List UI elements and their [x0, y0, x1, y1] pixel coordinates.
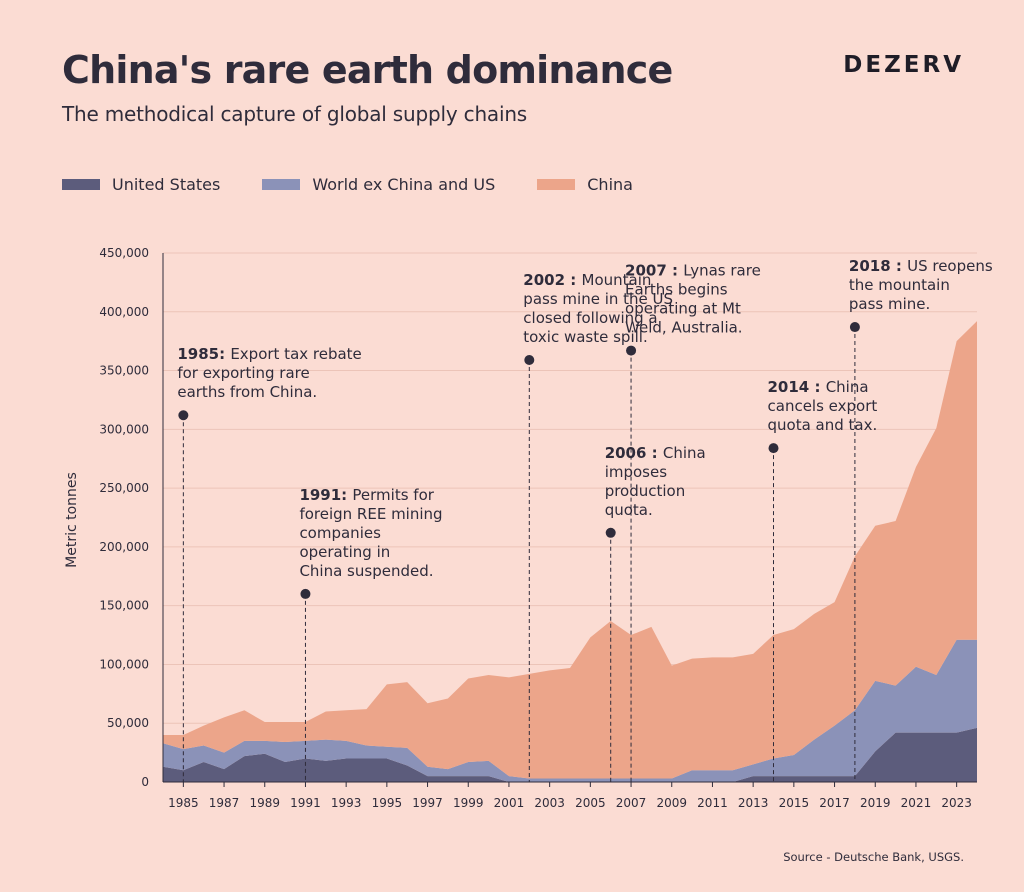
annotation-text-2007: 2007 : Lynas rare Earths begins operating …: [625, 262, 761, 337]
legend-swatch-world-ex-china-us: [262, 179, 301, 190]
x-tick-label: 2003: [534, 796, 565, 810]
y-tick-label: 50,000: [107, 716, 149, 730]
x-tick-label: 2005: [575, 796, 606, 810]
x-tick-label: 2017: [819, 796, 850, 810]
legend-label: United States: [112, 175, 221, 194]
x-tick-label: 1999: [453, 796, 484, 810]
y-tick-label: 250,000: [99, 481, 149, 495]
annotation-marker: [626, 345, 637, 356]
y-tick-label: 100,000: [99, 657, 149, 671]
annotation-text-1991: 1991: Permits for foreign REE mining compa…: [299, 486, 442, 580]
y-tick-label: 150,000: [99, 599, 149, 613]
area-series-china: [163, 321, 977, 779]
brand-logo: DEZERV: [843, 52, 964, 78]
annotation-marker: [524, 354, 535, 365]
x-tick-label: 1993: [331, 796, 362, 810]
x-tick-label: 2007: [616, 796, 647, 810]
source-note: Source - Deutsche Bank, USGS.: [783, 850, 964, 864]
annotation-text-2014: 2014 : China cancels export quota and tax.: [768, 378, 878, 434]
legend-label: China: [587, 175, 633, 194]
annotation-marker: [849, 322, 860, 333]
x-tick-label: 2023: [941, 796, 972, 810]
y-tick-label: 200,000: [99, 540, 149, 554]
y-tick-label: 400,000: [99, 305, 149, 319]
annotation-text-2018: 2018 : US reopens the mountain pass mine.: [849, 257, 993, 313]
annotation-marker: [605, 527, 616, 538]
y-tick-label: 0: [141, 775, 149, 789]
annotations: 1985: Export tax rebate for exporting rar…: [177, 257, 993, 782]
x-tick-label: 1985: [168, 796, 199, 810]
x-tick-label: 1989: [249, 796, 280, 810]
annotation-marker: [768, 443, 779, 454]
area-series-united-states: [163, 727, 977, 782]
legend-label: World ex China and US: [312, 175, 496, 194]
x-tick-label: 1995: [372, 796, 403, 810]
chart-subtitle: The methodical capture of global supply …: [62, 102, 528, 126]
y-tick-label: 450,000: [99, 246, 149, 260]
x-tick-label: 2009: [656, 796, 687, 810]
x-tick-label: 2013: [738, 796, 769, 810]
legend-swatch-china: [537, 179, 576, 190]
gridlines: [163, 252, 977, 724]
legend-item-united-states: United States: [62, 175, 220, 194]
stacked-areas: [163, 321, 977, 782]
annotation-marker: [178, 410, 189, 421]
x-tick-label: 1991: [290, 796, 321, 810]
annotation-marker: [300, 588, 311, 599]
chart-title: China's rare earth dominance: [62, 48, 673, 92]
area-series-world-ex-china-and-us: [163, 639, 977, 782]
annotation-text-2002: 2002 : Mountain pass mine in the US closed…: [523, 271, 673, 346]
x-tick-label: 2001: [494, 796, 525, 810]
annotation-text-1985: 1985: Export tax rebate for exporting rar…: [177, 345, 361, 401]
chart-legend: United States World ex China and US Chin…: [62, 175, 675, 194]
annotation-text-2006: 2006 : China imposes production quota.: [605, 444, 706, 519]
x-tick-label: 1997: [412, 796, 443, 810]
x-tick-label: 2015: [779, 796, 810, 810]
x-tick-label: 1987: [209, 796, 240, 810]
legend-swatch-united-states: [62, 179, 100, 190]
x-tick-label: 2021: [901, 796, 932, 810]
x-tick-label: 2011: [697, 796, 728, 810]
y-tick-label: 350,000: [99, 364, 149, 378]
y-tick-label: 300,000: [99, 422, 149, 436]
x-tick-label: 2019: [860, 796, 891, 810]
axes: 0 50,000 100,000 150,000 200,000 250,000 300,0…: [99, 246, 977, 810]
legend-item-china: China: [537, 175, 633, 194]
legend-item-world-ex-china-us: World ex China and US: [262, 175, 495, 194]
